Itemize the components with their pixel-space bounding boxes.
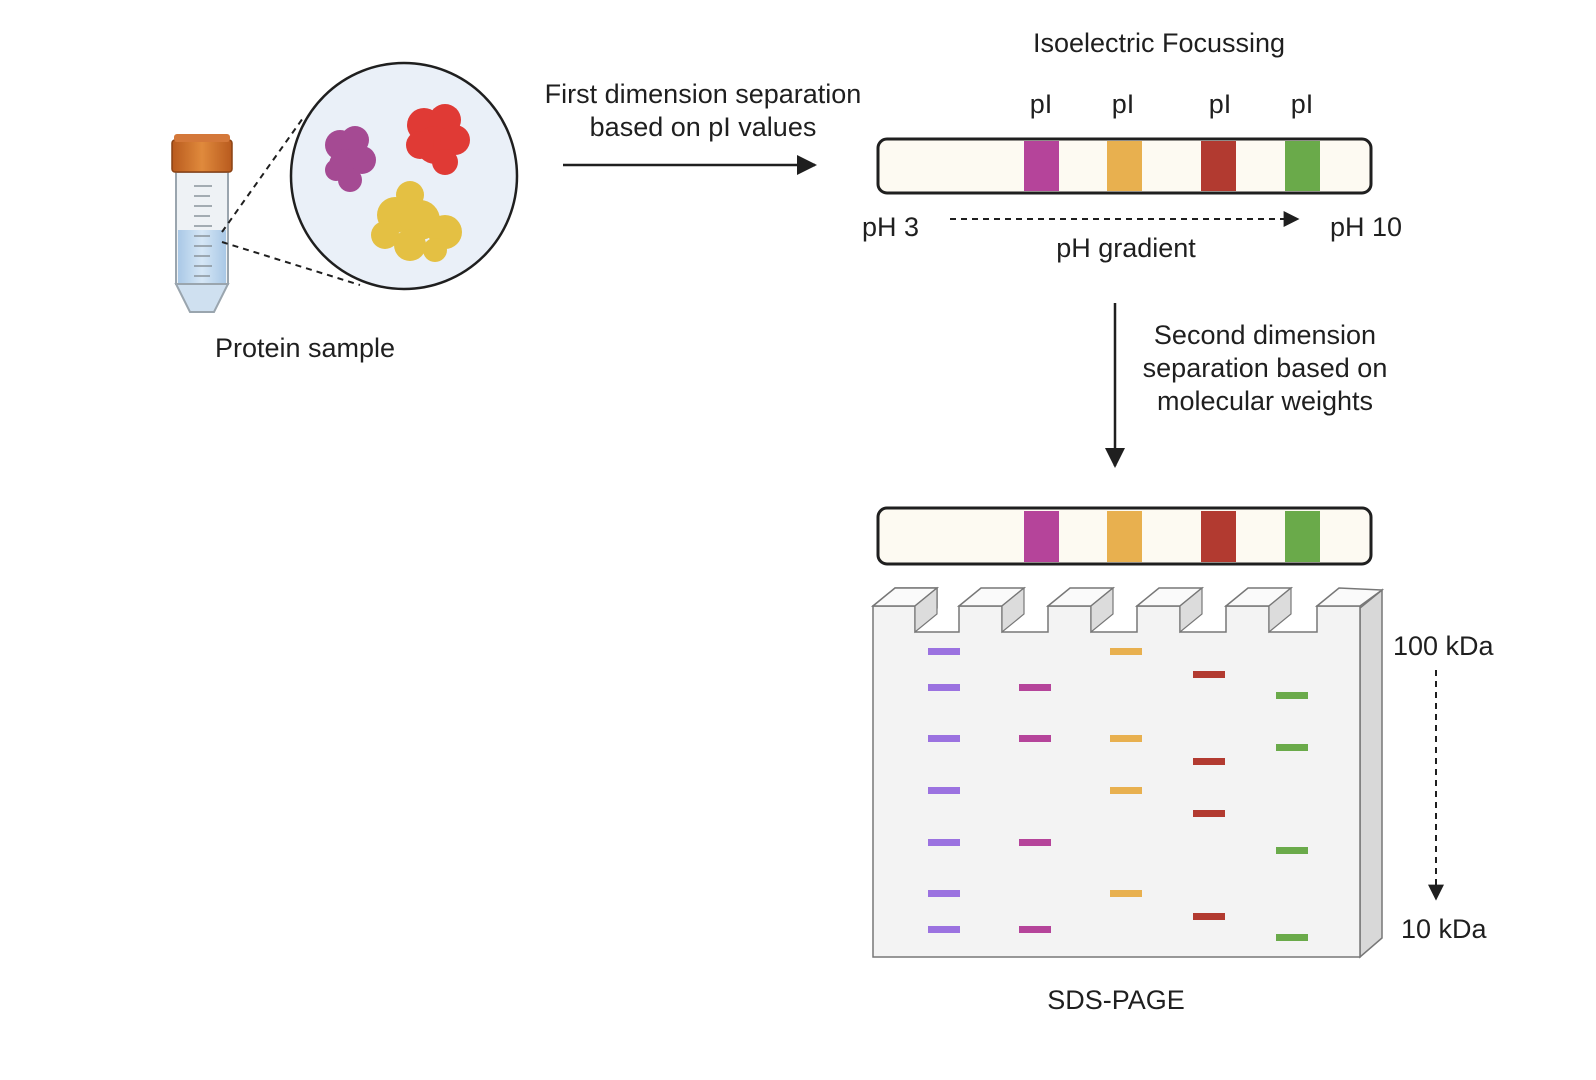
ph-gradient-label: pH gradient [1056,233,1196,263]
ph-start-label: pH 3 [862,212,920,242]
ief-band-3 [1201,141,1236,191]
gel-band-lane5-2 [1276,744,1308,751]
gel-band-lane3-1 [1110,648,1142,655]
pi-label-3: pI [1208,89,1232,119]
second-dimension-label-line3: molecular weights [1156,386,1374,416]
mw-low-label: 10 kDa [1401,914,1487,944]
mw-high-label: 100 kDa [1393,631,1494,661]
protein-sample-label: Protein sample [214,333,396,363]
ief-bands [1024,141,1320,191]
magnifier-line-top [221,117,304,233]
pi-label-2: pI [1111,89,1135,119]
ief-gel-band-3 [1201,511,1236,562]
gel-band-lane3-2 [1110,735,1142,742]
gel-band-lane1-3 [928,735,960,742]
gel-band-lane1-2 [928,684,960,691]
gel-band-lane4-3 [1193,810,1225,817]
gel-band-lane2-1 [1019,684,1051,691]
ief-band-1 [1024,141,1059,191]
ief-gel-band-1 [1024,511,1059,562]
sds-page-label: SDS-PAGE [1047,985,1185,1015]
ief-gel-band-4 [1285,511,1320,562]
gel-band-lane5-1 [1276,692,1308,699]
gel-band-lane4-1 [1193,671,1225,678]
second-dimension-label-line2: separation based on [1142,353,1388,383]
pi-label-4: pI [1290,89,1314,119]
gel-band-lane2-2 [1019,735,1051,742]
yellow-protein-icon [371,181,462,262]
gel-bands [928,648,1308,941]
purple-protein-icon [325,126,376,192]
gel-band-lane1-1 [928,648,960,655]
gel-band-lane4-4 [1193,913,1225,920]
ief-title: Isoelectric Focussing [1032,28,1286,58]
ief-gel-band-2 [1107,511,1142,562]
first-dimension-label-line2: based on pI values [589,112,817,142]
gel-band-lane1-6 [928,890,960,897]
gel-band-lane2-4 [1019,926,1051,933]
gel-band-lane4-2 [1193,758,1225,765]
ph-end-label: pH 10 [1330,212,1403,242]
ief-bands-on-gel [1024,511,1320,562]
ief-band-4 [1285,141,1320,191]
gel-band-lane5-4 [1276,934,1308,941]
sds-page-gel [870,586,1385,959]
ief-band-2 [1107,141,1142,191]
first-dimension-label-line1: First dimension separation [544,79,862,109]
gel-band-lane5-3 [1276,847,1308,854]
magnifier-line-bottom [221,241,361,286]
gel-band-lane1-5 [928,839,960,846]
second-dimension-label-line1: Second dimension [1153,320,1377,350]
gel-band-lane3-4 [1110,890,1142,897]
gel-band-lane1-7 [928,926,960,933]
pi-label-1: pI [1029,89,1053,119]
gel-band-lane3-3 [1110,787,1142,794]
red-protein-icon [406,104,470,175]
protein-tube-icon [171,134,233,313]
gel-band-lane2-3 [1019,839,1051,846]
gel-band-lane1-4 [928,787,960,794]
